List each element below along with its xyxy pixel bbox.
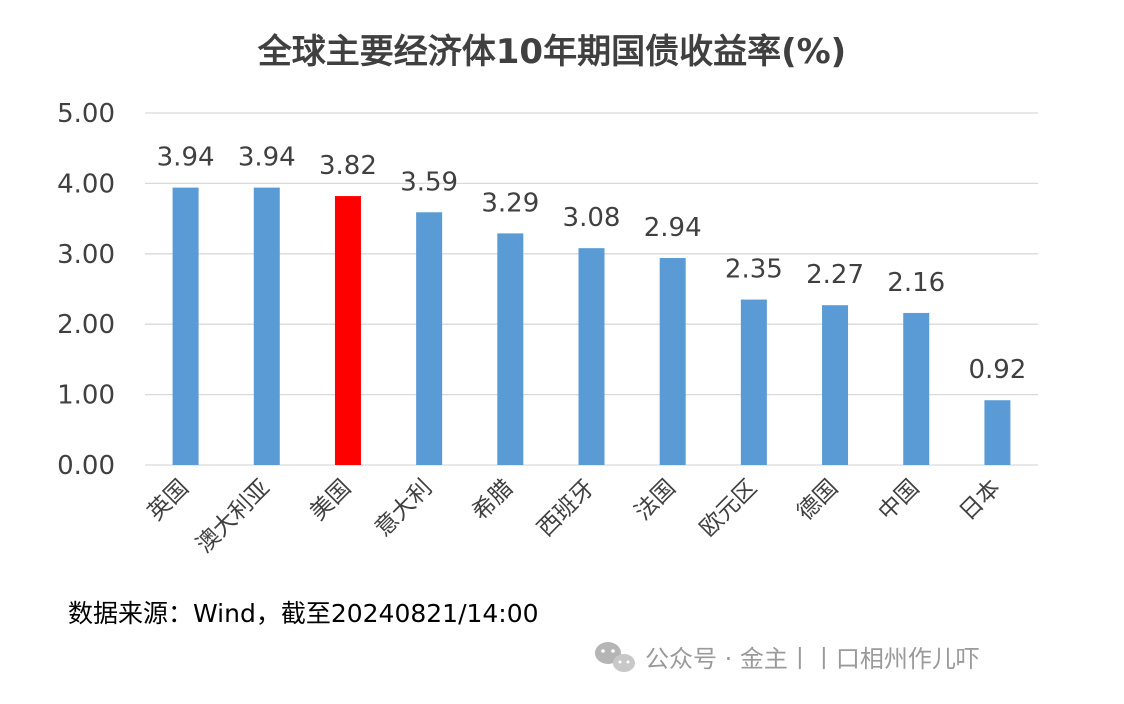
y-tick-label: 5.00 xyxy=(57,99,115,129)
y-tick-label: 4.00 xyxy=(57,169,115,199)
x-tick-label-2: 美国 xyxy=(305,475,356,526)
bar-8 xyxy=(822,305,849,465)
x-tick-label-5: 西班牙 xyxy=(533,475,600,542)
watermark-text: 公众号 · 金主丨丨口相州作儿吓 xyxy=(645,645,980,673)
x-tick-label-7: 欧元区 xyxy=(695,475,762,542)
data-label-0: 3.94 xyxy=(157,143,215,173)
bar-10 xyxy=(984,400,1011,465)
data-label-4: 3.29 xyxy=(481,188,539,218)
x-tick-label-8: 德国 xyxy=(792,475,843,526)
x-tick-label-3: 意大利 xyxy=(370,475,437,542)
watermark: 公众号 · 金主丨丨口相州作儿吓 xyxy=(595,642,980,673)
y-axis: 0.00 1.00 2.00 3.00 4.00 5.00 xyxy=(57,99,115,481)
bar-3 xyxy=(416,212,443,465)
data-label-10: 0.92 xyxy=(968,355,1026,385)
bar-6 xyxy=(659,258,686,465)
y-tick-label: 1.00 xyxy=(57,381,115,411)
x-tick-label-6: 法国 xyxy=(630,475,681,526)
chart-title: 全球主要经济体10年期国债收益率(%) xyxy=(257,32,846,72)
y-tick-label: 2.00 xyxy=(57,310,115,340)
source-note: 数据来源：Wind，截至20240821/14:00 xyxy=(68,599,539,628)
x-tick-label-1: 澳大利亚 xyxy=(192,475,275,558)
bars-layer xyxy=(172,187,1011,465)
data-label-9: 2.16 xyxy=(887,268,945,298)
bar-7 xyxy=(740,299,767,465)
y-tick-label: 3.00 xyxy=(57,240,115,270)
data-label-5: 3.08 xyxy=(563,203,621,233)
x-tick-label-9: 中国 xyxy=(874,475,925,526)
bar-4 xyxy=(497,233,524,465)
x-tick-label-0: 英国 xyxy=(143,475,194,526)
x-tick-label-4: 希腊 xyxy=(468,475,519,526)
data-label-3: 3.59 xyxy=(400,167,458,197)
wechat-icon xyxy=(595,642,635,672)
data-label-1: 3.94 xyxy=(238,143,296,173)
y-tick-label: 0.00 xyxy=(57,451,115,481)
data-label-6: 2.94 xyxy=(644,213,702,243)
x-tick-label-10: 日本 xyxy=(955,475,1006,526)
bar-0 xyxy=(172,187,199,465)
bar-1 xyxy=(253,187,280,465)
bar-9 xyxy=(903,312,930,465)
data-label-8: 2.27 xyxy=(806,260,864,290)
data-labels: 3.94 3.94 3.82 3.59 3.29 3.08 2.94 2.35 2.27 2.16… xyxy=(157,143,1027,386)
bar-2 xyxy=(334,196,361,465)
data-label-7: 2.35 xyxy=(725,255,783,285)
data-label-2: 3.82 xyxy=(319,151,377,181)
bar-5 xyxy=(578,248,605,465)
